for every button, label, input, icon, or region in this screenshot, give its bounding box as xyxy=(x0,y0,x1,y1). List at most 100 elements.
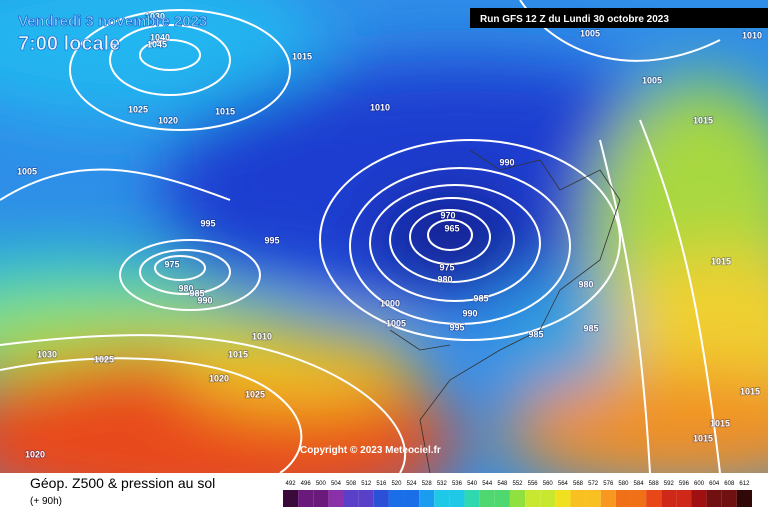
legend-swatch xyxy=(509,490,526,507)
isobar-label: 1030 xyxy=(145,11,165,21)
isobar-label: 1005 xyxy=(386,318,406,328)
isobar-label: 1010 xyxy=(252,331,272,341)
isobar-label: 980 xyxy=(578,279,593,289)
legend-label: 512 xyxy=(361,481,372,487)
isobar-label: 985 xyxy=(583,323,598,333)
legend-label: 536 xyxy=(452,481,463,487)
legend-swatch xyxy=(736,490,752,507)
legend-swatch xyxy=(525,490,541,507)
isobar-label: 985 xyxy=(528,329,543,339)
isobar-label: 1005 xyxy=(642,75,662,85)
legend-label: 548 xyxy=(497,481,508,487)
legend-label: 596 xyxy=(679,481,690,487)
isobar-label: 1015 xyxy=(693,433,713,443)
copyright: Copyright © 2023 Meteociel.fr xyxy=(300,445,441,456)
legend-swatch xyxy=(464,490,480,507)
legend-swatch xyxy=(615,490,631,507)
legend-label: 600 xyxy=(694,481,705,487)
legend-swatch xyxy=(721,490,737,507)
legend-swatch xyxy=(585,490,601,507)
legend-label: 572 xyxy=(588,481,599,487)
legend-label: 556 xyxy=(528,481,539,487)
legend-label: 608 xyxy=(724,481,735,487)
legend-label: 516 xyxy=(376,481,387,487)
legend-swatch xyxy=(646,490,662,507)
local-time: 7:00 locale xyxy=(18,33,120,55)
footer-title: Géop. Z500 & pression au sol xyxy=(30,475,215,491)
footer-lead: (+ 90h) xyxy=(30,496,62,507)
legend-label: 612 xyxy=(739,481,750,487)
isobar-label: 1015 xyxy=(740,386,760,396)
isobar-label: 965 xyxy=(444,223,459,233)
legend-swatch xyxy=(676,490,692,507)
isobar-label: 1025 xyxy=(245,389,265,399)
isobar-label: 990 xyxy=(462,308,477,318)
legend-label: 560 xyxy=(543,481,554,487)
legend-swatch xyxy=(388,490,405,507)
coastline xyxy=(389,149,621,473)
legend-swatch xyxy=(494,490,510,507)
legend-label: 492 xyxy=(286,481,297,487)
legend-label: 496 xyxy=(301,481,312,487)
isobar-label: 985 xyxy=(189,288,204,298)
isobar-label: 1015 xyxy=(710,418,730,428)
legend-swatch xyxy=(404,490,420,507)
legend-label: 552 xyxy=(512,481,523,487)
isobar-label: 1045 xyxy=(147,39,167,49)
isobar-label: 1030 xyxy=(37,349,57,359)
isobar-label: 980 xyxy=(178,283,193,293)
legend-label: 524 xyxy=(407,481,418,487)
isobar-label: 995 xyxy=(264,235,279,245)
color-legend: 492 496 500 504 508 512 516 520 524 528 532 536 540 5… xyxy=(283,481,752,507)
isobar-label: 985 xyxy=(473,293,488,303)
legend-swatch xyxy=(343,490,359,507)
legend-swatch xyxy=(283,490,299,507)
legend-label: 500 xyxy=(316,481,327,487)
isobar-label: 1020 xyxy=(25,449,45,459)
legend-label: 540 xyxy=(467,481,478,487)
isobar-label: 1005 xyxy=(17,166,37,176)
isobar-label: 1010 xyxy=(370,102,390,112)
legend-swatch xyxy=(298,490,314,507)
legend-swatch xyxy=(661,490,677,507)
isobar-label: 990 xyxy=(499,157,514,167)
legend-swatch xyxy=(434,490,450,507)
legend-swatch xyxy=(419,490,435,507)
legend-label: 592 xyxy=(664,481,675,487)
legend-swatch xyxy=(479,490,495,507)
legend-swatch xyxy=(328,490,344,507)
run-info: Run GFS 12 Z du Lundi 30 octobre 2023 xyxy=(480,14,669,25)
legend-swatch xyxy=(630,490,647,507)
isobar-label: 1020 xyxy=(158,115,178,125)
isobar-label: 1040 xyxy=(150,32,170,42)
isobar-label: 1025 xyxy=(94,354,114,364)
isobar-label: 975 xyxy=(439,262,454,272)
legend-swatch xyxy=(313,490,329,507)
legend-label: 564 xyxy=(558,481,569,487)
date: Vendredi 3 novembre 2023 xyxy=(18,13,207,30)
legend-swatch xyxy=(555,490,571,507)
legend-swatch xyxy=(706,490,722,507)
legend-label: 504 xyxy=(331,481,342,487)
legend-swatch xyxy=(358,490,374,507)
legend-label: 580 xyxy=(618,481,629,487)
isobar-label: 1000 xyxy=(380,298,400,308)
legend-label: 604 xyxy=(709,481,720,487)
isobar-label: 995 xyxy=(200,218,215,228)
isobar-label: 1015 xyxy=(228,349,248,359)
legend-swatch xyxy=(449,490,465,507)
run-box xyxy=(470,8,768,28)
isobar-label: 1010 xyxy=(742,30,762,40)
legend-swatch xyxy=(570,490,586,507)
isobar-label: 1025 xyxy=(128,104,148,114)
isobar-label: 1020 xyxy=(209,373,229,383)
legend-swatch xyxy=(691,490,707,507)
legend-swatch xyxy=(600,490,616,507)
legend-swatch xyxy=(540,490,556,507)
legend-label: 568 xyxy=(573,481,584,487)
isobar-label: 990 xyxy=(197,295,212,305)
legend-label: 520 xyxy=(391,481,402,487)
